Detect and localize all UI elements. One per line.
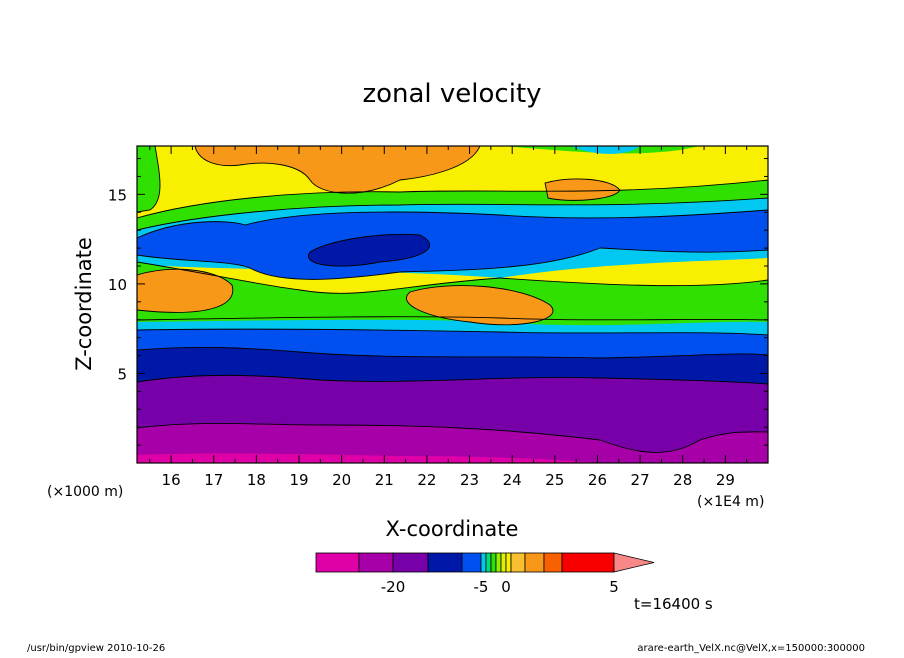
field-upper-green-band bbox=[137, 146, 160, 212]
colorbar-swatch bbox=[505, 552, 512, 573]
contour-line bbox=[137, 146, 161, 213]
x-tick-label: 18 bbox=[247, 471, 266, 489]
colorbar-swatch bbox=[561, 552, 615, 573]
x-tick-label: 22 bbox=[417, 471, 436, 489]
colorbar-swatch bbox=[485, 552, 492, 573]
colorbar-swatch bbox=[524, 552, 545, 573]
contour-line bbox=[137, 209, 768, 239]
colorbar-swatch bbox=[510, 552, 526, 573]
x-axis-label: X-coordinate bbox=[386, 517, 519, 541]
x-unit-right: (×1E4 m) bbox=[697, 494, 764, 510]
field-navy-core bbox=[308, 234, 430, 267]
field-orange-patch-center bbox=[406, 285, 553, 325]
field-cyan-band bbox=[570, 146, 640, 154]
colorbar-label: -5 bbox=[474, 578, 489, 596]
x-tick-label: 20 bbox=[332, 471, 351, 489]
contour-line bbox=[544, 178, 621, 201]
contour-line bbox=[137, 423, 768, 453]
y-tick-label: 15 bbox=[108, 186, 127, 204]
plot-area bbox=[137, 146, 768, 463]
x-tick-label: 29 bbox=[716, 471, 735, 489]
colorbar-swatch bbox=[480, 552, 487, 573]
x-tick-label: 27 bbox=[631, 471, 650, 489]
colorbar-swatch bbox=[315, 552, 360, 573]
y-tick-label: 10 bbox=[108, 276, 127, 294]
footer-left: /usr/bin/gpview 2010-10-26 bbox=[27, 643, 165, 654]
x-tick-label: 16 bbox=[162, 471, 181, 489]
colorbar bbox=[315, 552, 655, 573]
x-tick-label: 28 bbox=[673, 471, 692, 489]
time-label: t=16400 s bbox=[634, 595, 713, 613]
contour-line bbox=[137, 346, 768, 359]
x-unit-left: (×1000 m) bbox=[47, 484, 123, 500]
x-tick-label: 24 bbox=[503, 471, 522, 489]
colorbar-swatch bbox=[490, 552, 497, 573]
contour-line bbox=[137, 268, 234, 313]
colorbar-label: 5 bbox=[609, 578, 619, 596]
field-blue-jet bbox=[137, 210, 768, 280]
y-tick-labels: 5 10 15 bbox=[108, 186, 127, 383]
colorbar-swatch bbox=[543, 552, 563, 573]
chart-title: zonal velocity bbox=[362, 79, 541, 109]
colorbar-swatch bbox=[495, 552, 502, 573]
contour-line bbox=[137, 179, 768, 219]
field-orange-patch-left bbox=[137, 269, 233, 313]
colorbar-label: 0 bbox=[501, 578, 511, 596]
contour-line bbox=[308, 233, 431, 267]
field-violet-layer bbox=[137, 423, 768, 463]
colorbar-label: -20 bbox=[381, 578, 406, 596]
contour-line bbox=[137, 261, 768, 294]
contour-line bbox=[137, 328, 768, 336]
field-orange-patch-top bbox=[195, 146, 480, 194]
x-tick-label: 21 bbox=[375, 471, 394, 489]
x-tick-labels: 16 17 18 19 20 21 22 23 24 25 26 27 28 29 bbox=[162, 471, 735, 489]
x-tick-label: 26 bbox=[588, 471, 607, 489]
plot-frame bbox=[136, 145, 769, 464]
colorbar-swatch bbox=[500, 552, 507, 573]
colorbar-swatch bbox=[427, 552, 463, 573]
field-orange-patch-upper-right bbox=[545, 178, 620, 201]
contour-line bbox=[137, 374, 768, 385]
tick-marks bbox=[137, 146, 768, 463]
colorbar-overflow-arrow bbox=[613, 552, 655, 573]
x-tick-label: 25 bbox=[545, 471, 564, 489]
contour-line bbox=[406, 285, 554, 326]
x-tick-label: 19 bbox=[289, 471, 308, 489]
contour-line bbox=[194, 146, 481, 194]
colorbar-swatch bbox=[392, 552, 429, 573]
field-magenta-layer bbox=[137, 453, 600, 463]
y-tick-label: 5 bbox=[117, 365, 127, 383]
contour-lines bbox=[137, 146, 768, 453]
x-tick-label: 17 bbox=[204, 471, 223, 489]
colorbar-labels: -20 -5 0 5 bbox=[381, 578, 619, 596]
colorbar-swatch bbox=[461, 552, 482, 573]
y-axis-label: Z-coordinate bbox=[72, 237, 96, 371]
contour-line bbox=[137, 197, 768, 231]
contour-line bbox=[137, 247, 768, 280]
footer-right: arare-earth_VelX.nc@VelX,x=150000:300000 bbox=[637, 643, 865, 654]
x-tick-label: 23 bbox=[460, 471, 479, 489]
colorbar-swatch bbox=[358, 552, 394, 573]
contour-line bbox=[137, 316, 768, 321]
